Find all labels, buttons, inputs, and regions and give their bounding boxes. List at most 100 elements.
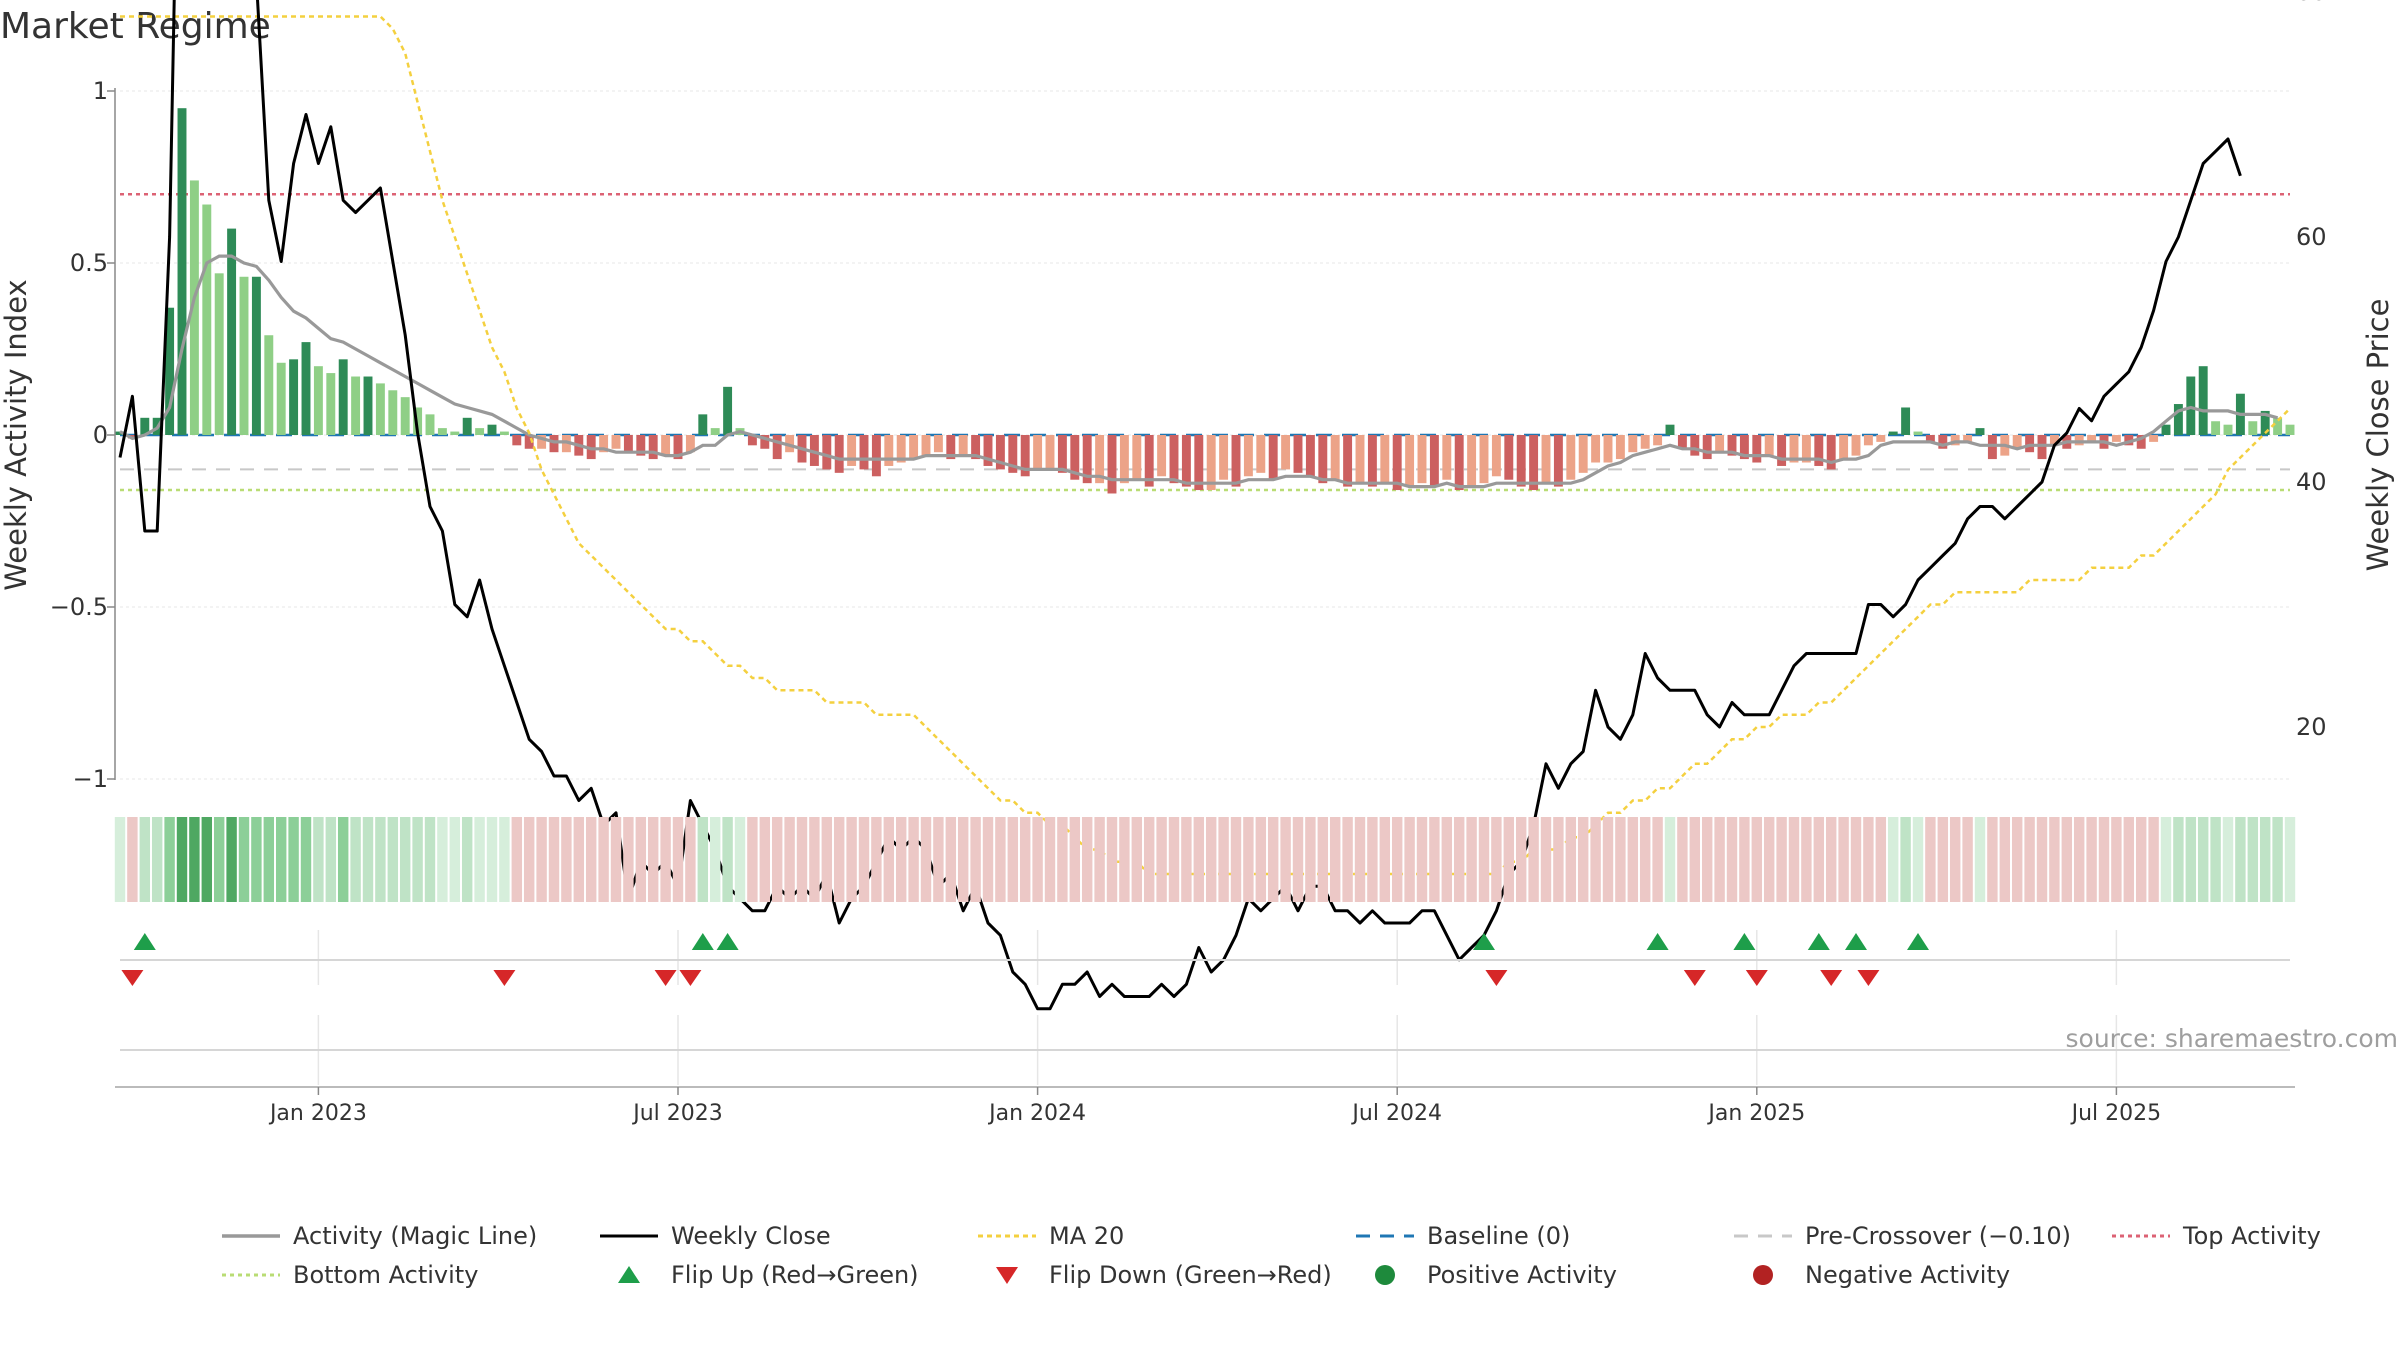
legend-label: Top Activity [2182, 1222, 2321, 1250]
activity-bar [723, 386, 733, 435]
flip-up-marker [1845, 933, 1867, 950]
regime-cell [1739, 817, 1750, 902]
activity-bar [1591, 435, 1601, 463]
activity-bar [189, 180, 199, 435]
activity-bar [1876, 435, 1886, 442]
y-axis-right-title: Weekly Close Price [2361, 299, 2395, 572]
activity-bar [1132, 435, 1142, 480]
legend-label: Baseline (0) [1427, 1222, 1570, 1250]
regime-cell [288, 817, 299, 902]
activity-bar [2087, 435, 2097, 442]
activity-bar [388, 390, 398, 435]
flip-up-marker [1907, 933, 1929, 950]
legend-label: Activity (Magic Line) [293, 1222, 537, 1250]
activity-bar [2161, 424, 2171, 435]
regime-cell [127, 817, 138, 902]
activity-bar [2198, 366, 2208, 435]
activity-bar [437, 428, 447, 435]
regime-cell [833, 817, 845, 902]
activity-bar [1504, 435, 1514, 480]
activity-bar [1281, 435, 1291, 470]
regime-cell [1267, 817, 1279, 902]
activity-bar [1033, 435, 1043, 470]
regime-cell [1863, 817, 1874, 902]
regime-cell [1354, 817, 1366, 902]
regime-cell [2247, 817, 2259, 902]
regime-cell [1900, 817, 1911, 902]
y-tick-label-left: 1 [93, 77, 108, 105]
regime-cell [275, 817, 287, 902]
regime-cell [672, 817, 684, 902]
activity-bar [1640, 435, 1650, 449]
regime-cell [610, 817, 622, 902]
regime-cell [1230, 817, 1242, 902]
activity-bar [1467, 435, 1477, 487]
regime-cell [1528, 817, 1539, 902]
activity-bar [1863, 435, 1873, 446]
regime-cell [784, 817, 795, 902]
y-tick-label-left: −1 [73, 765, 108, 793]
regime-cell [1168, 817, 1180, 902]
activity-bar [1479, 435, 1489, 484]
regime-cell [1776, 817, 1787, 902]
regime-cell [1838, 817, 1849, 902]
regime-cell [1813, 817, 1825, 902]
regime-cell [2284, 817, 2296, 902]
activity-bar [995, 435, 1005, 470]
activity-bar [1206, 435, 1216, 491]
regime-cell [1342, 817, 1353, 902]
activity-bar [1020, 435, 1030, 477]
activity-bar [1529, 435, 1539, 491]
activity-bar [1901, 407, 1911, 435]
activity-bar [859, 435, 869, 470]
regime-cell [2210, 817, 2221, 902]
activity-bar [586, 435, 596, 460]
regime-cell [1429, 817, 1440, 902]
activity-bar [958, 435, 968, 456]
regime-cell [1106, 817, 1118, 902]
regime-cell [1255, 817, 1267, 902]
regime-cell [201, 817, 213, 902]
regime-cell [1825, 817, 1837, 902]
regime-cell [1156, 817, 1167, 902]
regime-cell [598, 817, 609, 902]
regime-cell [1987, 817, 1998, 902]
legend-label: MA 20 [1049, 1222, 1124, 1250]
y-tick-label-left: 0.5 [70, 249, 108, 277]
regime-cell [300, 817, 312, 902]
legend-item: Activity (Magic Line) [222, 1222, 537, 1250]
flip-up-marker [691, 933, 714, 950]
regime-cell [846, 817, 857, 902]
x-tick-label: Jul 2023 [631, 1101, 723, 1126]
activity-bar [1925, 435, 1935, 442]
activity-bar [1516, 435, 1526, 487]
activity-bar [1801, 435, 1811, 463]
activity-bar [1169, 435, 1179, 484]
regime-cell [1466, 817, 1477, 902]
regime-cell [1577, 817, 1589, 902]
y-axis-left-title: Weekly Activity Index [0, 279, 33, 590]
regime-cell [2135, 817, 2147, 902]
regime-cell [1652, 817, 1663, 902]
activity-bar [140, 417, 150, 435]
regime-cell [1788, 817, 1800, 902]
activity-bar [1429, 435, 1439, 487]
flip-up-marker [716, 933, 739, 950]
regime-cell [697, 817, 709, 902]
regime-cell [164, 817, 175, 902]
activity-bar [1454, 435, 1464, 491]
regime-cell [1305, 817, 1316, 902]
legend: Activity (Magic Line) Weekly Close MA 20 Ba… [222, 1222, 2321, 1289]
regime-cell [1478, 817, 1490, 902]
regime-cell [945, 817, 957, 902]
legend-label: Positive Activity [1427, 1261, 1617, 1289]
grid-lines [120, 90, 2290, 1085]
activity-bar [747, 435, 757, 446]
regime-cell [523, 817, 535, 902]
regime-cell [660, 817, 671, 902]
activity-bar [933, 435, 943, 453]
activity-bar [2186, 376, 2196, 435]
regime-cell [635, 817, 647, 902]
regime-cell [771, 817, 783, 902]
activity-bar [2012, 435, 2022, 449]
